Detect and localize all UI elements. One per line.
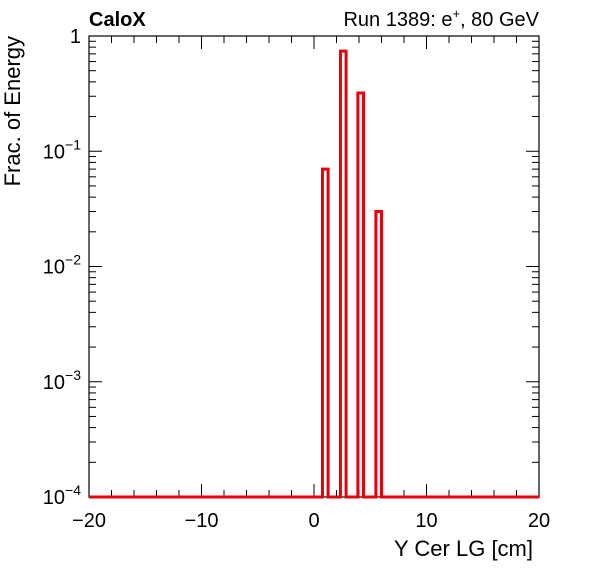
x-tick-label: −10 bbox=[185, 510, 219, 532]
run-label-energy: , 80 GeV bbox=[460, 9, 540, 31]
experiment-label: CaloX bbox=[89, 9, 146, 31]
run-label: Run 1389: e+, 80 GeV bbox=[343, 6, 539, 31]
y-tick-labels: 1 10−1 10−2 10−3 10−4 bbox=[43, 26, 81, 509]
y-tick-label: 10−3 bbox=[43, 367, 81, 394]
y-tick-label: 1 bbox=[70, 26, 81, 48]
x-tick-label: 20 bbox=[528, 510, 550, 532]
axis-ticks bbox=[88, 35, 540, 498]
run-label-text: Run 1389: e bbox=[343, 9, 452, 31]
x-tick-labels: −20 −10 0 10 20 bbox=[72, 510, 550, 532]
y-tick-label: 10−2 bbox=[43, 252, 81, 279]
histogram-line bbox=[89, 49, 539, 499]
x-tick-label: 10 bbox=[415, 510, 437, 532]
y-tick-label: 10−4 bbox=[43, 482, 81, 509]
run-label-charge: + bbox=[452, 6, 460, 21]
y-axis-title: Frac. of Energy bbox=[0, 36, 25, 186]
plot-frame bbox=[88, 35, 540, 498]
y-tick-label: 10−1 bbox=[43, 136, 81, 163]
x-tick-label: 0 bbox=[308, 510, 319, 532]
x-tick-label: −20 bbox=[72, 510, 106, 532]
histogram-series bbox=[89, 49, 539, 499]
x-axis-title: Y Cer LG [cm] bbox=[394, 536, 533, 561]
